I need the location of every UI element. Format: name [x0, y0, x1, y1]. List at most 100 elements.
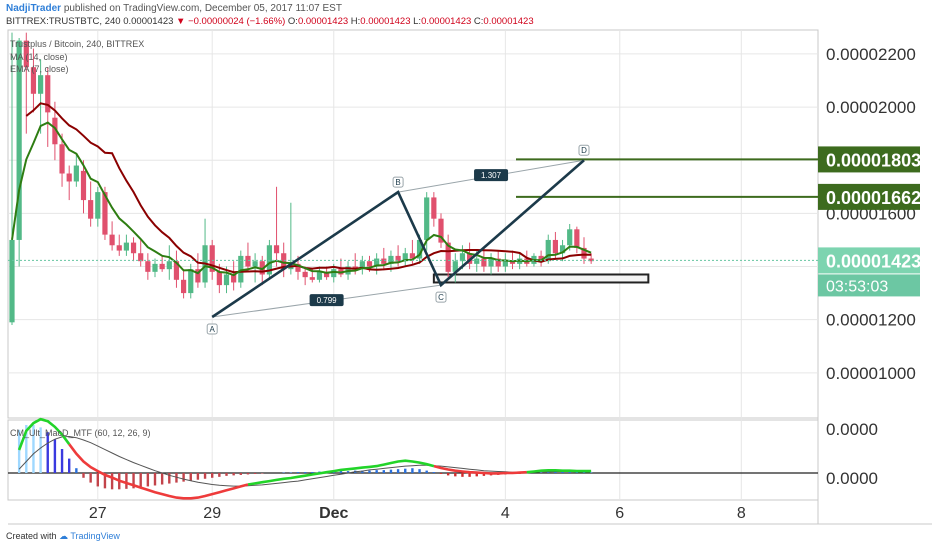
- candle-body: [538, 255, 544, 262]
- candle-body: [159, 263, 165, 270]
- publish-header: NadjiTrader published on TradingView.com…: [6, 3, 342, 14]
- created-with-text: Created with: [6, 531, 57, 541]
- candle-body: [295, 263, 301, 272]
- candle-body: [188, 269, 194, 294]
- y-tick-label: 0.00001000: [826, 364, 916, 383]
- open-label: O:: [287, 16, 298, 27]
- ma-legend[interactable]: MA (14, close): [10, 52, 68, 62]
- candle-body: [66, 173, 72, 182]
- candle-body: [581, 247, 587, 259]
- candle-body: [152, 263, 158, 272]
- y-tick-label: 0.00002200: [826, 45, 916, 64]
- close-value: 0.00001423: [483, 16, 534, 27]
- candle-body: [88, 200, 94, 219]
- candle-body: [216, 271, 222, 286]
- ratio-label: 1.307: [481, 171, 502, 180]
- ma-line: [25, 102, 592, 274]
- level-price-label: 0.00001662: [826, 188, 921, 208]
- candle-body: [495, 258, 501, 267]
- candle-body: [252, 261, 258, 267]
- price-change: ▼ −0.00000024 (−1.66%): [176, 16, 286, 27]
- high-value: 0.00001423: [360, 16, 411, 27]
- candle-body: [145, 261, 151, 272]
- support-zone-box: [432, 273, 650, 284]
- candle-body: [95, 192, 101, 219]
- high-label: H:: [350, 16, 361, 27]
- level-price-label: 0.00001803: [826, 150, 921, 170]
- candle-body: [395, 255, 401, 262]
- level-price-tag: [818, 146, 920, 173]
- current-price-tag: [818, 247, 920, 274]
- candle-body: [567, 229, 573, 246]
- ema-legend[interactable]: EMA (7, close): [10, 64, 69, 74]
- pattern-point-badge: [392, 176, 404, 188]
- candle-body: [588, 258, 594, 262]
- candle-body: [231, 274, 237, 283]
- pattern-point-d: D: [581, 146, 587, 155]
- main-series-legend[interactable]: Trustplus / Bitcoin, 240, BITTREX: [10, 39, 145, 49]
- pattern-point-c: C: [438, 293, 444, 302]
- candle-body: [30, 67, 37, 94]
- x-tick-label: Dec: [319, 505, 348, 522]
- macd-line-segment: [526, 469, 592, 474]
- candle-body: [438, 218, 444, 243]
- tradingview-brand[interactable]: TradingView: [70, 531, 120, 541]
- candle-body: [431, 197, 437, 219]
- candle-body: [324, 271, 330, 278]
- ema-line: [11, 121, 592, 277]
- candle-body: [209, 245, 215, 272]
- macd-line-segment: [68, 443, 249, 500]
- candle-body: [45, 75, 51, 113]
- tradingview-cloud-icon: ☁: [59, 531, 69, 541]
- candle-body: [73, 165, 79, 182]
- ratio-label: 0.799: [317, 296, 338, 305]
- candle-body: [502, 261, 508, 267]
- candle-body: [509, 261, 516, 264]
- footer: Created with ☁ TradingView: [6, 531, 120, 542]
- candle-body: [409, 253, 415, 259]
- candle-body: [281, 253, 287, 270]
- x-tick-label: 6: [615, 505, 624, 522]
- ratio-badge: [474, 169, 509, 182]
- pattern-point-a: A: [210, 325, 216, 334]
- candle-body: [459, 253, 466, 262]
- candle-body: [481, 258, 487, 267]
- candle-body: [574, 229, 580, 248]
- y-tick-label: 0.00001200: [826, 311, 916, 330]
- candle-body: [181, 279, 187, 294]
- candle-body: [559, 245, 566, 254]
- close-label: C:: [473, 16, 484, 27]
- author-name[interactable]: NadjiTrader: [6, 3, 62, 14]
- candle-body: [388, 255, 394, 264]
- candle-body: [381, 258, 387, 264]
- candle-body: [116, 245, 122, 251]
- candle-body: [59, 144, 65, 174]
- x-tick-label: 27: [89, 505, 107, 522]
- pattern-point-badge: [206, 323, 218, 335]
- candle-body: [273, 245, 280, 254]
- candle-body: [331, 269, 337, 278]
- candle-body: [16, 40, 22, 240]
- candle-body: [402, 253, 408, 262]
- symbol-label: BITTREX:TRUSTBTC, 240: [6, 16, 121, 27]
- macd-line-segment: [17, 417, 71, 451]
- candle-body: [488, 258, 494, 267]
- countdown-tag: [818, 274, 920, 297]
- open-value: 0.00001423: [297, 16, 349, 27]
- current-price-label: 0.00001423: [826, 251, 921, 271]
- x-tick-label: 4: [501, 505, 510, 522]
- candle-body: [9, 239, 15, 323]
- candle-body: [445, 242, 451, 272]
- y-tick-label: 0.00002000: [826, 98, 916, 117]
- candle-body: [245, 255, 251, 267]
- candle-body: [366, 261, 373, 267]
- publish-info: published on TradingView.com, December 0…: [63, 3, 342, 14]
- candle-body: [138, 253, 144, 262]
- macd-legend[interactable]: CM_Ult_MacD_MTF (60, 12, 26, 9): [10, 428, 151, 438]
- low-label: L:: [413, 16, 422, 27]
- candle-body: [474, 258, 480, 264]
- last-price: 0.00001423: [123, 16, 174, 27]
- candle-body: [52, 117, 58, 145]
- candle-body: [424, 197, 430, 240]
- ratio-badge: [309, 294, 344, 307]
